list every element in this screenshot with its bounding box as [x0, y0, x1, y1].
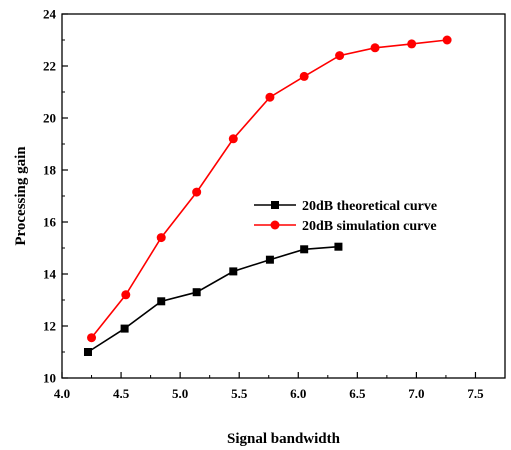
y-tick-label: 18: [43, 163, 57, 178]
y-tick-label: 24: [43, 7, 57, 22]
x-tick-label: 4.0: [54, 386, 70, 401]
x-tick-label: 6.0: [290, 386, 306, 401]
data-point: [228, 134, 238, 144]
data-point: [121, 290, 131, 300]
x-axis-title: Signal bandwidth: [227, 431, 341, 447]
plot-frame: [61, 13, 506, 379]
data-point: [120, 324, 129, 333]
data-point: [229, 267, 238, 276]
y-tick-label: 20: [43, 111, 56, 126]
data-point: [192, 288, 201, 297]
data-point: [335, 51, 345, 61]
y-axis-title: Processing gain: [13, 146, 29, 246]
data-point: [156, 233, 166, 243]
data-point: [370, 43, 380, 53]
data-point: [87, 333, 97, 343]
ticks-layer: 4.0 4.5 5.0 5.5 6.0 6.5 7.0 7.5 10 12 14 16 18 20 22 24: [43, 7, 484, 402]
x-tick-label: 4.5: [113, 386, 130, 401]
series-layer: [83, 35, 452, 356]
legend-label: 20dB simulation curve: [302, 219, 437, 234]
legend-label: 20dB theoretical curve: [302, 199, 437, 214]
series-line-1: [90, 39, 448, 339]
data-point: [299, 71, 309, 81]
y-tick-label: 12: [43, 319, 56, 334]
series-line-0: [87, 245, 339, 353]
data-point: [192, 187, 202, 197]
x-tick-label: 7.5: [467, 386, 484, 401]
x-tick-label: 5.0: [172, 386, 188, 401]
y-tick-label: 22: [43, 59, 56, 74]
legend-marker: [271, 201, 279, 209]
x-tick-label: 5.5: [231, 386, 248, 401]
legend-marker: [270, 220, 280, 230]
x-tick-label: 7.0: [408, 386, 424, 401]
legend: 20dB theoretical curve 20dB simulation cu…: [254, 199, 437, 234]
y-tick-label: 16: [43, 215, 57, 230]
data-point: [83, 348, 92, 356]
data-point: [442, 35, 452, 45]
y-tick-label: 10: [43, 371, 56, 386]
x-tick-label: 6.5: [349, 386, 366, 401]
data-point: [265, 92, 275, 102]
data-point: [157, 297, 166, 306]
y-tick-label: 14: [43, 267, 57, 282]
data-point: [407, 39, 417, 49]
data-point: [265, 255, 274, 264]
data-point: [300, 245, 309, 254]
data-point: [334, 242, 343, 251]
